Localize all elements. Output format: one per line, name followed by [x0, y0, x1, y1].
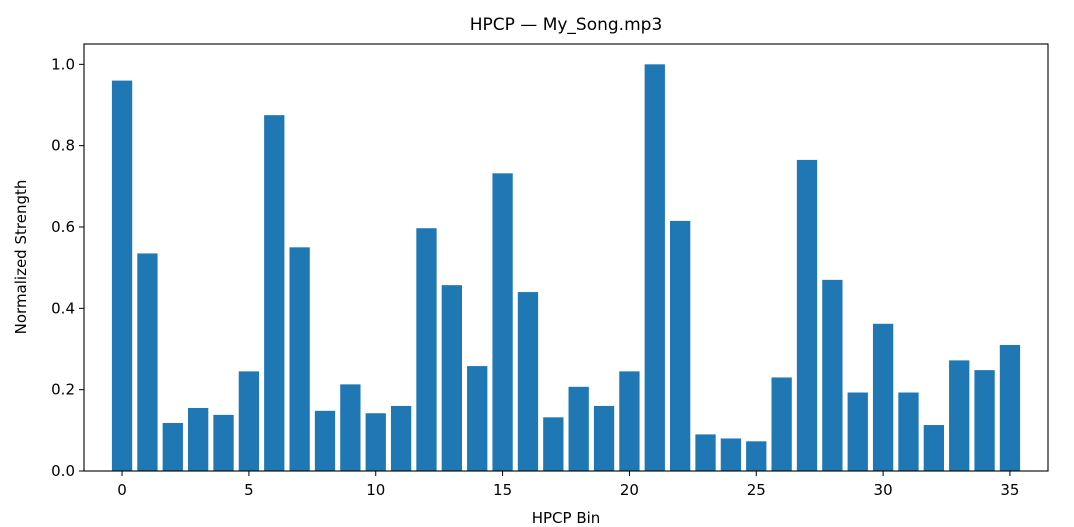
- bars-group: [111, 64, 1021, 472]
- y-tick-label: 0.6: [51, 218, 75, 236]
- x-tick-label: 5: [244, 481, 254, 499]
- bar-5: [238, 371, 260, 471]
- x-tick-label: 0: [117, 481, 127, 499]
- y-axis-label: Normalized Strength: [12, 180, 30, 335]
- y-tick-label: 0.0: [51, 462, 75, 480]
- bar-31: [898, 392, 919, 471]
- bar-0: [111, 80, 133, 471]
- y-axis-ticks: 0.0 0.2 0.4 0.6 0.8 1.0: [51, 55, 84, 480]
- y-tick-label: 1.0: [51, 55, 75, 73]
- bar-20: [619, 371, 640, 471]
- bar-25: [746, 441, 767, 471]
- bar-8: [314, 410, 336, 471]
- y-tick-label: 0.2: [51, 381, 75, 399]
- bar-15: [492, 173, 513, 471]
- chart-title: HPCP — My_Song.mp3: [470, 15, 663, 35]
- bar-27: [796, 159, 818, 471]
- bar-1: [137, 253, 158, 471]
- x-tick-label: 25: [747, 481, 766, 499]
- bar-13: [441, 285, 462, 471]
- bar-7: [289, 247, 310, 471]
- bar-11: [390, 405, 412, 471]
- y-tick-label: 0.8: [51, 137, 75, 155]
- bar-26: [771, 377, 792, 471]
- bar-16: [517, 292, 539, 471]
- bar-33: [949, 360, 970, 471]
- bar-30: [872, 323, 894, 471]
- x-tick-label: 20: [620, 481, 639, 499]
- bar-10: [365, 413, 386, 471]
- bar-22: [670, 220, 691, 471]
- plot-frame: [83, 43, 1049, 472]
- bar-2: [162, 423, 183, 471]
- bar-6: [264, 115, 285, 472]
- bar-28: [822, 279, 843, 471]
- bar-23: [695, 434, 716, 471]
- bar-9: [340, 384, 361, 471]
- x-tick-label: 30: [874, 481, 893, 499]
- bar-17: [543, 417, 564, 471]
- y-tick-label: 0.4: [51, 299, 75, 317]
- x-axis-ticks: 0 5 10 15 20 25 30 35: [117, 471, 1019, 499]
- bar-32: [923, 425, 944, 471]
- bar-21: [644, 64, 665, 471]
- x-tick-label: 10: [366, 481, 385, 499]
- bar-18: [568, 386, 589, 471]
- x-tick-label: 15: [493, 481, 512, 499]
- x-axis-label: HPCP Bin: [532, 509, 601, 527]
- x-tick-label: 35: [1000, 481, 1019, 499]
- bar-4: [213, 414, 234, 471]
- bar-34: [974, 370, 995, 471]
- bar-14: [467, 366, 488, 471]
- bar-3: [188, 407, 209, 471]
- bar-12: [416, 228, 437, 471]
- bar-29: [847, 392, 868, 471]
- bar-35: [999, 344, 1021, 471]
- bar-24: [720, 438, 742, 471]
- bar-19: [593, 405, 615, 471]
